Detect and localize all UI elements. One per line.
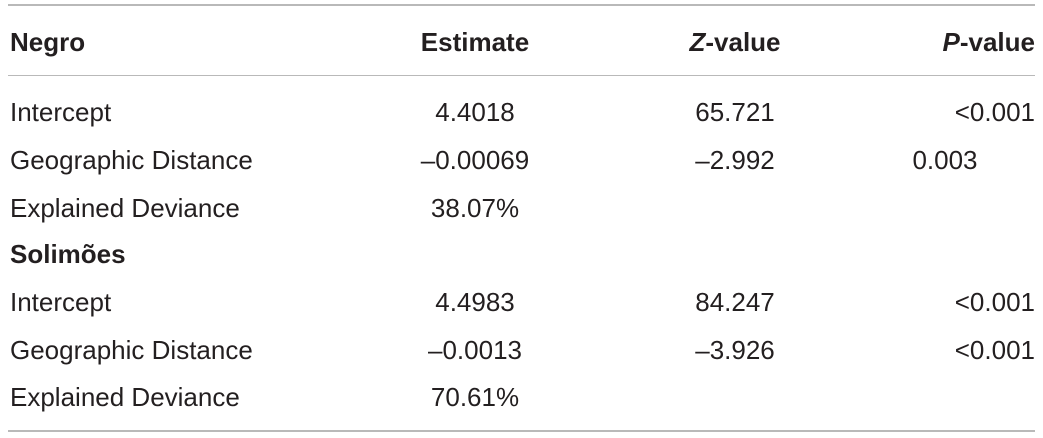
section-title-row: Solimões — [0, 234, 1043, 274]
row-estimate: 4.4983 — [435, 287, 515, 317]
table-row: Explained Deviance 38.07% — [0, 188, 1043, 228]
row-estimate: 70.61% — [430, 382, 520, 412]
header-p-letter: P — [942, 27, 960, 57]
row-label: Geographic Distance — [10, 145, 253, 175]
row-p-value: <0.001 — [954, 335, 1035, 365]
row-label: Geographic Distance — [10, 335, 253, 365]
row-label: Explained Deviance — [10, 193, 240, 223]
row-p-value: <0.001 — [954, 97, 1035, 127]
table-row: Explained Deviance 70.61% — [0, 377, 1043, 417]
table-header-row: Negro Estimate Z-value P-value — [0, 22, 1043, 62]
header-z-value: Z-value — [590, 22, 880, 62]
table-top-rule — [8, 4, 1035, 6]
table-row: Geographic Distance –0.0013 –3.926 <0.00… — [0, 330, 1043, 370]
row-label: Intercept — [10, 97, 112, 127]
row-label: Explained Deviance — [10, 382, 240, 412]
header-z-suffix: -value — [705, 27, 781, 57]
header-p-suffix: -value — [959, 27, 1035, 57]
table-bottom-rule — [8, 430, 1035, 432]
table-row: Intercept 4.4983 84.247 <0.001 — [0, 282, 1043, 322]
row-label: Intercept — [10, 287, 112, 317]
table-row: Intercept 4.4018 65.721 <0.001 — [0, 92, 1043, 132]
row-z-value: 84.247 — [695, 287, 775, 317]
row-z-value: –2.992 — [695, 145, 775, 175]
header-rule — [8, 75, 1035, 76]
row-estimate: 4.4018 — [435, 97, 515, 127]
header-negro: Negro — [10, 27, 86, 57]
row-p-value: 0.003 — [912, 145, 978, 175]
row-estimate: –0.00069 — [420, 145, 530, 175]
row-estimate: –0.0013 — [428, 335, 522, 365]
table-row: Geographic Distance –0.00069 –2.992 0.00… — [0, 140, 1043, 180]
row-z-value: –3.926 — [695, 335, 775, 365]
row-z-value: 65.721 — [695, 97, 775, 127]
header-p-value: P-value — [943, 22, 1036, 62]
header-estimate: Estimate — [420, 27, 530, 57]
row-estimate: 38.07% — [430, 193, 520, 223]
row-p-value: <0.001 — [954, 287, 1035, 317]
header-z-letter: Z — [689, 27, 706, 57]
section-title-solimoes: Solimões — [10, 239, 126, 269]
